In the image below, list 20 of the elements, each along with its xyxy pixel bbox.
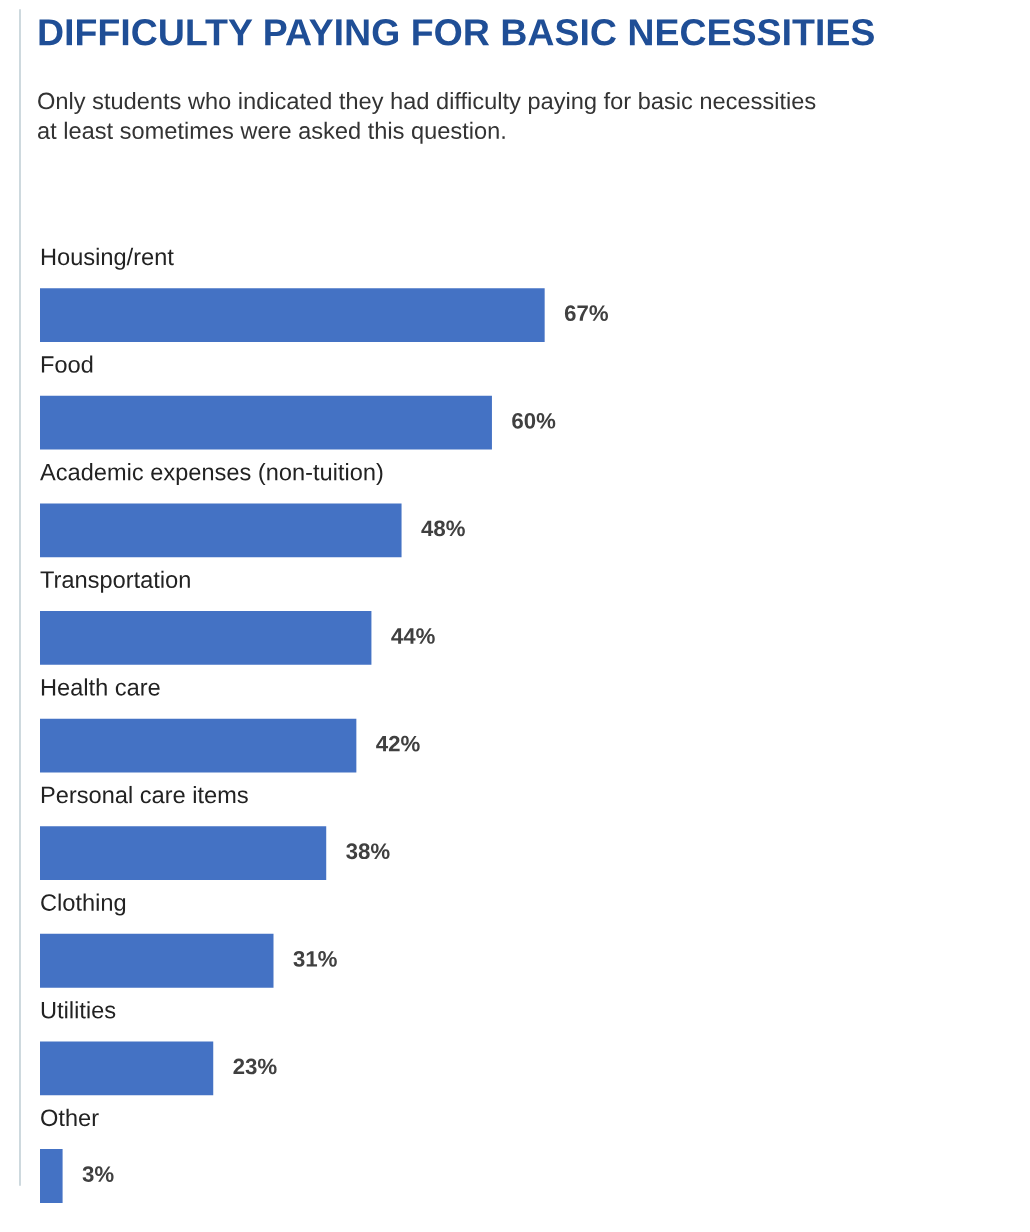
chart-title: DIFFICULTY PAYING FOR BASIC NECESSITIES (39, 18, 874, 46)
y-tick-label: Transportation (40, 570, 190, 593)
data-label: 42% (376, 735, 420, 752)
y-tick-label: Clothing (41, 893, 126, 916)
y-tick-label: Academic expenses (non-tuition) (40, 463, 383, 486)
y-tick-label: Personal care items (41, 785, 248, 804)
chart-subtitle: Only students who indicated they had difficulty paying for basic necessities at least sometimes were asked this question. (38, 92, 816, 144)
data-label: 48% (421, 520, 465, 537)
data-label: 67% (564, 305, 608, 322)
data-label: 31% (293, 950, 337, 967)
data-label: 3% (82, 1166, 114, 1182)
y-tick-label: Housing/rent (41, 247, 174, 270)
y-tick-label: Utilities (41, 1001, 116, 1019)
y-tick-label: Other (41, 1108, 99, 1127)
data-label: 44% (391, 628, 435, 644)
data-label: 23% (233, 1058, 277, 1075)
y-tick-label: Food (41, 355, 93, 373)
y-tick-label: Health care (41, 678, 160, 696)
data-label: 38% (346, 843, 390, 860)
data-label: 60% (512, 412, 556, 429)
